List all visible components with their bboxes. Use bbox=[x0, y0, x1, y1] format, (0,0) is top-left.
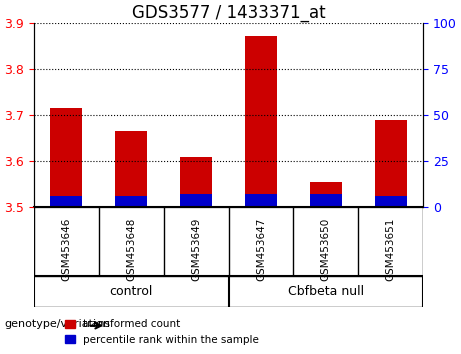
Bar bbox=[245, 36, 277, 207]
Bar bbox=[180, 194, 212, 207]
Bar bbox=[50, 108, 83, 207]
Text: GSM453650: GSM453650 bbox=[321, 217, 331, 281]
Bar bbox=[50, 196, 83, 207]
Text: GSM453648: GSM453648 bbox=[126, 217, 136, 281]
Bar bbox=[115, 131, 148, 207]
Bar bbox=[245, 194, 277, 207]
Text: control: control bbox=[109, 285, 153, 298]
Bar bbox=[115, 196, 148, 207]
Legend: transformed count, percentile rank within the sample: transformed count, percentile rank withi… bbox=[60, 315, 264, 349]
Title: GDS3577 / 1433371_at: GDS3577 / 1433371_at bbox=[132, 4, 325, 22]
Text: GSM453651: GSM453651 bbox=[386, 217, 396, 281]
Bar bbox=[310, 194, 342, 207]
Text: GSM453647: GSM453647 bbox=[256, 217, 266, 281]
Text: GSM453646: GSM453646 bbox=[61, 217, 71, 281]
Bar bbox=[374, 120, 407, 207]
Text: GSM453649: GSM453649 bbox=[191, 217, 201, 281]
Bar bbox=[374, 196, 407, 207]
Bar bbox=[180, 158, 212, 207]
Bar bbox=[310, 182, 342, 207]
Text: Cbfbeta null: Cbfbeta null bbox=[288, 285, 364, 298]
Text: genotype/variation: genotype/variation bbox=[5, 319, 111, 329]
